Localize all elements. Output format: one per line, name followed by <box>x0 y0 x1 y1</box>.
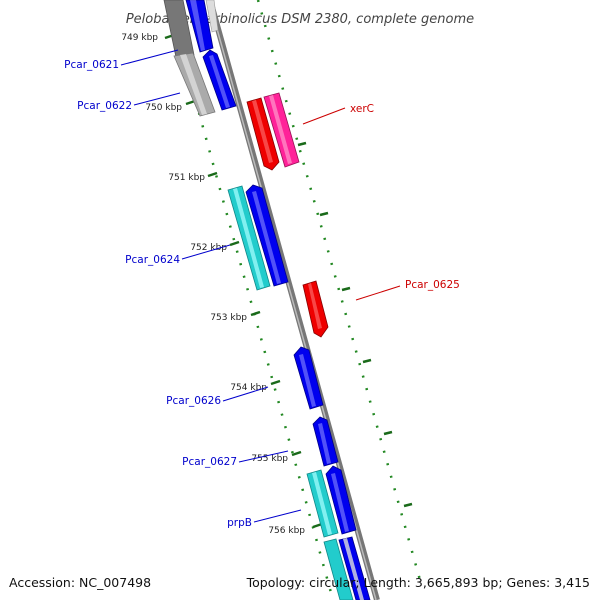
gene-prpb[interactable] <box>325 465 357 535</box>
leader-pcar-0625 <box>355 285 401 301</box>
gene-bottom-cyan[interactable] <box>323 538 354 600</box>
tick-mark <box>362 358 372 364</box>
tick-mark <box>229 240 240 247</box>
gene-pcar-0627[interactable] <box>312 416 339 467</box>
tick-mark <box>403 502 413 508</box>
leader-pcar-0622 <box>133 92 181 106</box>
gene-label-pcar-0622[interactable]: Pcar_0622 <box>77 100 132 112</box>
tick-mark <box>297 141 307 147</box>
tick-marks <box>164 33 323 529</box>
gene-xerc-red[interactable] <box>246 97 280 171</box>
tick-label: 749 kbp <box>121 33 158 43</box>
gene-label-prpb[interactable]: prpB <box>227 517 252 529</box>
gene-pcar-0626[interactable] <box>293 346 324 410</box>
gene-label-pcar-0625[interactable]: Pcar_0625 <box>405 279 460 291</box>
leader-pcar-0626 <box>222 386 269 402</box>
gene-pcar-0622[interactable] <box>173 52 216 117</box>
tick-label: 751 kbp <box>168 173 205 183</box>
gene-label-pcar-0624[interactable]: Pcar_0624 <box>125 254 180 266</box>
gene-bottom-blue[interactable] <box>338 536 371 600</box>
gene-pcar-0624-cyan[interactable] <box>227 185 271 291</box>
leader-pcar-0624 <box>181 244 231 260</box>
tick-mark <box>319 211 329 217</box>
tick-label: 753 kbp <box>210 313 247 323</box>
tick-mark <box>383 430 393 436</box>
leader-prpb <box>253 509 302 523</box>
tick-mark <box>250 310 261 317</box>
tick-label: 756 kbp <box>268 526 305 536</box>
genome-backbone <box>207 0 380 600</box>
tick-mark <box>270 379 281 386</box>
gene-label-xerc[interactable]: xerC <box>350 103 374 115</box>
gene-pcar-0624[interactable] <box>245 184 289 287</box>
leader-pcar-0627 <box>238 450 289 463</box>
topology-text: Topology: circular; Length: 3,665,893 bp… <box>246 575 590 590</box>
gene-xerc[interactable] <box>263 92 300 168</box>
gene-pcar-0621-cap <box>205 0 219 33</box>
gene-pcar-0622b[interactable] <box>202 49 237 111</box>
leader-pcar-0621 <box>120 49 179 66</box>
tick-mark <box>207 171 218 178</box>
accession-text: Accession: NC_007498 <box>9 575 151 590</box>
tick-label: 750 kbp <box>145 103 182 113</box>
tick-label: 752 kbp <box>190 243 227 253</box>
gene-pcar-0625[interactable] <box>302 280 329 338</box>
tick-label: 754 kbp <box>230 383 267 393</box>
outer-tick-marks <box>297 141 413 508</box>
tick-mark <box>291 450 302 457</box>
tick-label: 755 kbp <box>251 454 288 464</box>
gene-prpb-cyan[interactable] <box>306 469 339 538</box>
tick-mark <box>341 286 351 292</box>
gene-label-pcar-0627[interactable]: Pcar_0627 <box>182 456 237 468</box>
gene-label-pcar-0626[interactable]: Pcar_0626 <box>166 395 221 407</box>
leader-xerc <box>302 107 346 125</box>
gene-label-pcar-0621[interactable]: Pcar_0621 <box>64 59 119 71</box>
gene-pcar-0621[interactable] <box>185 0 214 53</box>
